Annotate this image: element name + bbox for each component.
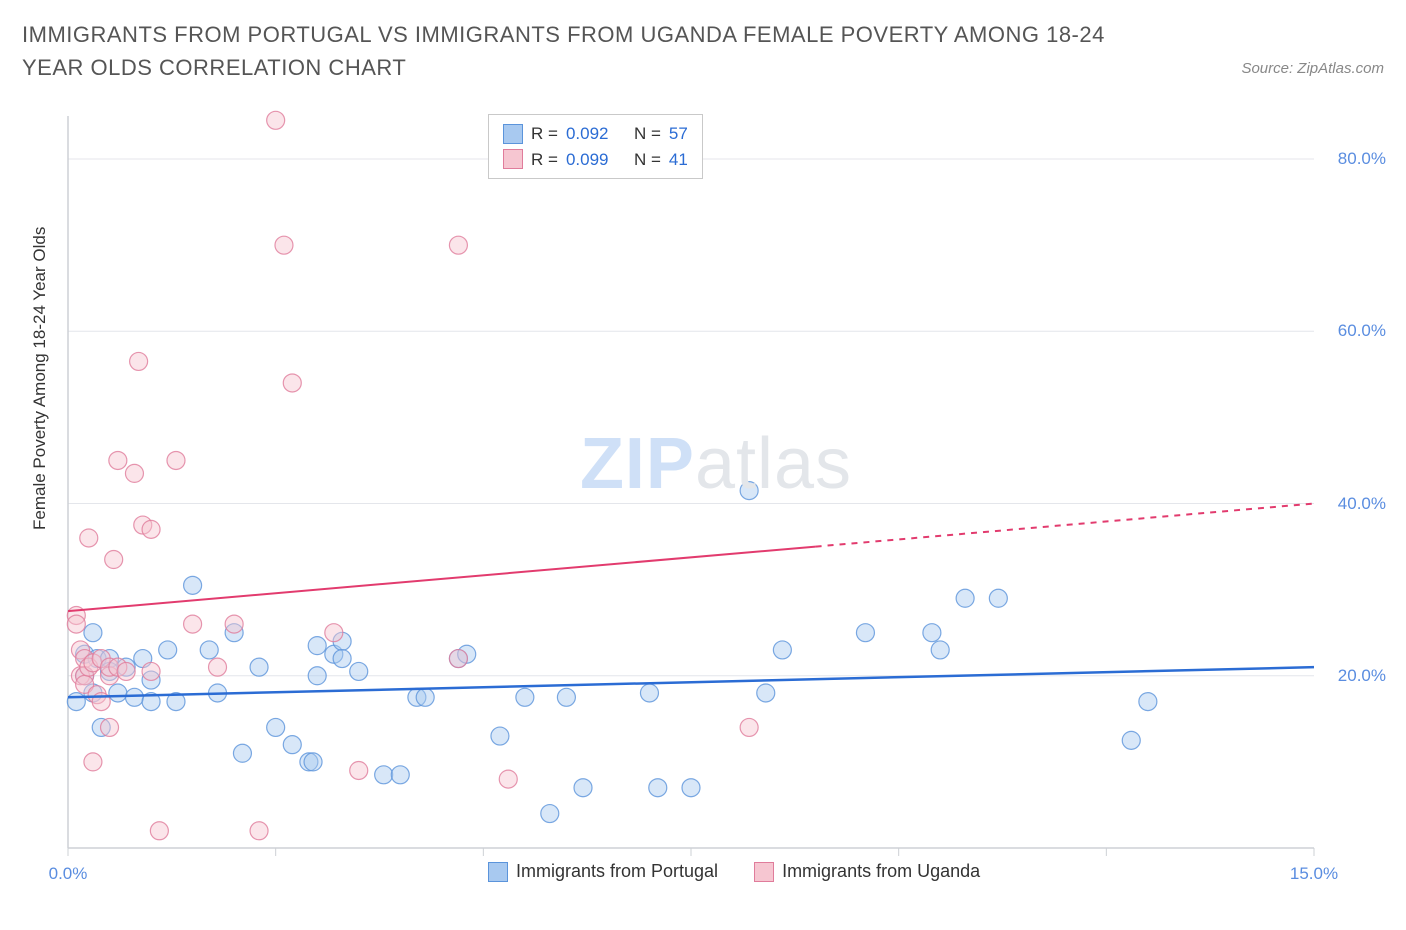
legend-row-portugal: R = 0.092 N = 57 bbox=[503, 121, 688, 147]
legend-swatch-uganda bbox=[503, 149, 523, 169]
source-label: Source: ZipAtlas.com bbox=[1241, 60, 1384, 77]
legend-swatch-portugal-icon bbox=[488, 862, 508, 882]
legend-swatch-portugal bbox=[503, 124, 523, 144]
x-tick-label: 0.0% bbox=[49, 864, 88, 884]
series-legend: Immigrants from Portugal Immigrants from… bbox=[488, 861, 980, 882]
page-title: IMMIGRANTS FROM PORTUGAL VS IMMIGRANTS F… bbox=[22, 18, 1122, 84]
y-tick-label: 40.0% bbox=[1338, 494, 1386, 514]
legend-swatch-uganda-icon bbox=[754, 862, 774, 882]
legend-item-portugal: Immigrants from Portugal bbox=[488, 861, 718, 882]
scatter-plot-svg bbox=[62, 110, 1384, 880]
y-axis-label: Female Poverty Among 18-24 Year Olds bbox=[30, 227, 50, 530]
y-tick-label: 20.0% bbox=[1338, 666, 1386, 686]
correlation-legend: R = 0.092 N = 57 R = 0.099 N = 41 bbox=[488, 114, 703, 179]
x-tick-label: 15.0% bbox=[1290, 864, 1338, 884]
legend-item-uganda: Immigrants from Uganda bbox=[754, 861, 980, 882]
y-tick-label: 60.0% bbox=[1338, 321, 1386, 341]
y-tick-label: 80.0% bbox=[1338, 149, 1386, 169]
legend-label-uganda: Immigrants from Uganda bbox=[782, 861, 980, 882]
legend-label-portugal: Immigrants from Portugal bbox=[516, 861, 718, 882]
legend-row-uganda: R = 0.099 N = 41 bbox=[503, 147, 688, 173]
correlation-chart: Female Poverty Among 18-24 Year Olds ZIP… bbox=[48, 110, 1384, 880]
